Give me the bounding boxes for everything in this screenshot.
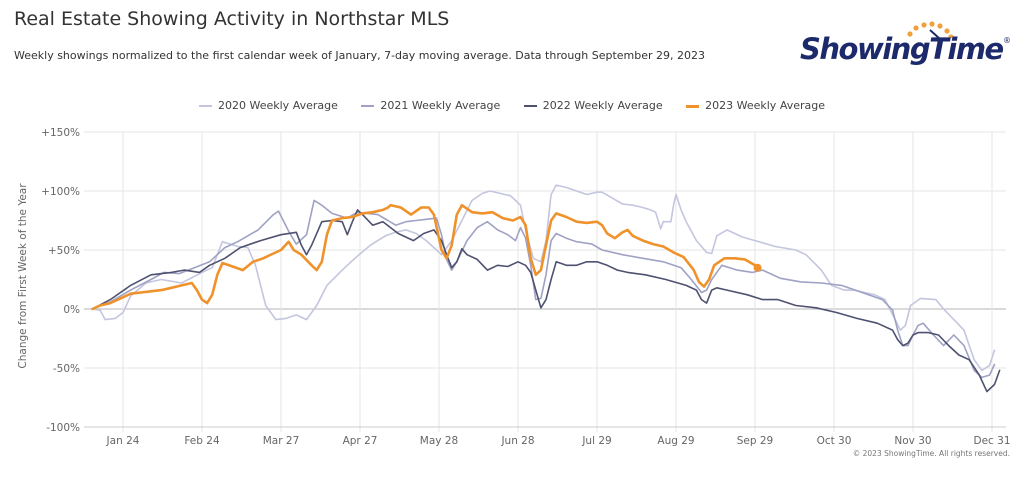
x-tick-label: Aug 29 <box>657 435 694 447</box>
showingtime-logo: ShowingTime ® <box>800 18 1015 78</box>
page-subtitle: Weekly showings normalized to the first … <box>14 49 706 62</box>
series-end-marker <box>753 263 762 272</box>
x-tick-label: Oct 30 <box>817 435 852 447</box>
chart-legend: 2020 Weekly Average 2021 Weekly Average … <box>0 99 1024 112</box>
logo-wordmark: ShowingTime <box>800 32 1004 66</box>
legend-label: 2022 Weekly Average <box>542 99 663 112</box>
y-tick-label: 0% <box>63 304 80 316</box>
series-line-2022 <box>91 209 1001 393</box>
registered-mark: ® <box>1003 36 1011 45</box>
legend-item-2020[interactable]: 2020 Weekly Average <box>199 99 338 112</box>
x-tick-label: Dec 31 <box>973 435 1010 447</box>
series-line-2023 <box>91 203 759 311</box>
x-tick-label: Jul 29 <box>581 435 611 447</box>
clock-dots-icon <box>907 21 954 38</box>
y-tick-label: +100% <box>41 186 80 198</box>
x-tick-label: Mar 27 <box>263 435 300 447</box>
legend-swatch <box>361 105 375 107</box>
legend-swatch <box>523 105 537 107</box>
x-tick-label: Feb 24 <box>184 435 220 447</box>
y-tick-label: +50% <box>48 245 80 257</box>
x-tick-label: May 28 <box>420 435 458 447</box>
legend-swatch <box>686 104 700 108</box>
copyright-notice: © 2023 ShowingTime. All rights reserved. <box>852 449 1010 458</box>
y-tick-label: -100% <box>46 422 80 434</box>
y-tick-label: +150% <box>41 127 80 139</box>
legend-item-2022[interactable]: 2022 Weekly Average <box>523 99 663 112</box>
x-tick-label: Jan 24 <box>106 435 140 447</box>
legend-swatch <box>199 105 212 107</box>
y-tick-label: -50% <box>53 363 80 375</box>
legend-item-2021[interactable]: 2021 Weekly Average <box>361 99 500 112</box>
legend-label: 2023 Weekly Average <box>705 99 825 112</box>
x-tick-label: Jun 28 <box>500 435 534 447</box>
series-line-2021 <box>91 199 996 379</box>
series-line-2020 <box>91 184 996 372</box>
page-title: Real Estate Showing Activity in Northsta… <box>14 8 450 30</box>
x-tick-label: Sep 29 <box>737 435 774 447</box>
x-tick-label: Nov 30 <box>894 435 931 447</box>
legend-label: 2020 Weekly Average <box>218 99 338 112</box>
legend-label: 2021 Weekly Average <box>380 99 501 112</box>
x-tick-label: Apr 27 <box>343 435 378 447</box>
legend-item-2023[interactable]: 2023 Weekly Average <box>686 99 825 112</box>
